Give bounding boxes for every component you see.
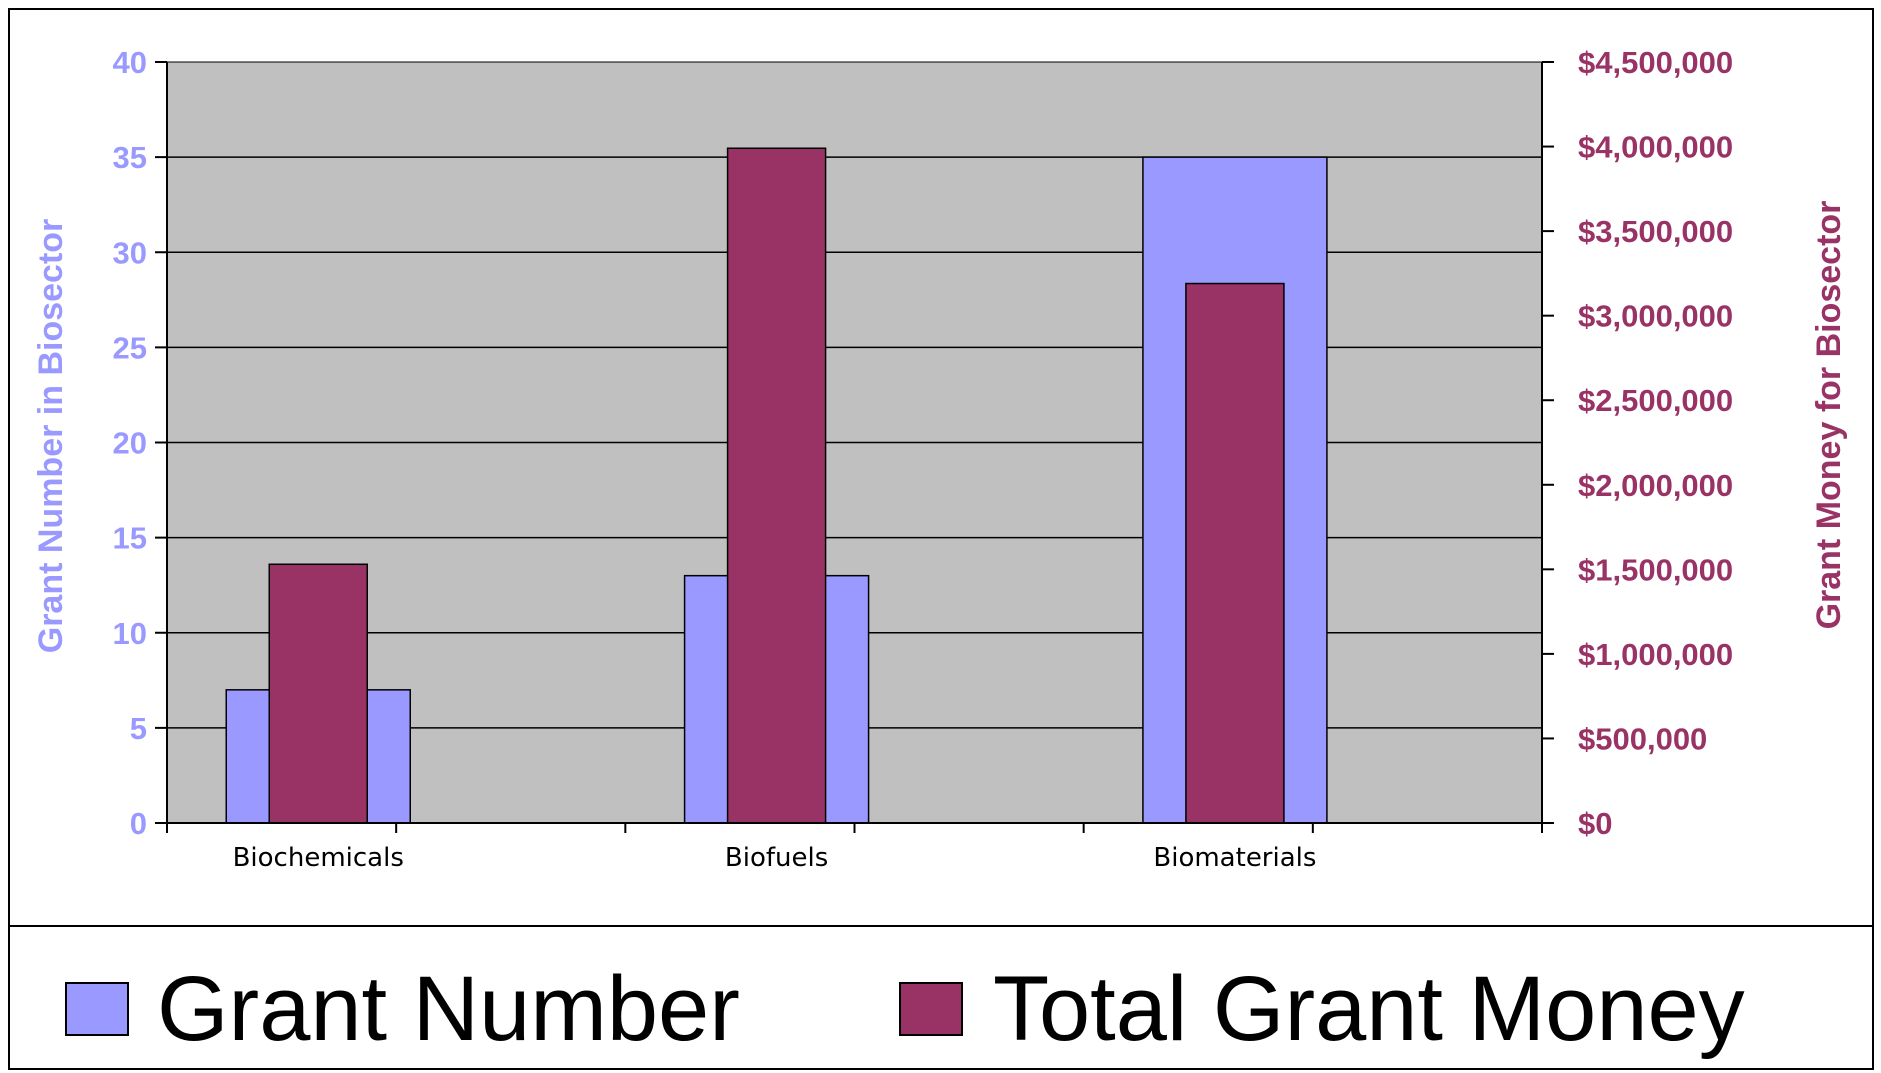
legend: Grant Number Total Grant Money xyxy=(65,958,1745,1060)
bar-total-grant-money xyxy=(726,147,827,824)
left-tick-label: 10 xyxy=(113,616,147,651)
bars xyxy=(225,147,1328,824)
right-tick-label: $3,000,000 xyxy=(1578,299,1733,334)
legend-swatch-grant-number xyxy=(65,982,129,1036)
right-tick-label: $0 xyxy=(1578,806,1612,841)
category-label: Biofuels xyxy=(725,843,828,873)
category-label: Biochemicals xyxy=(233,843,404,873)
left-tick-label: 15 xyxy=(113,521,147,556)
bar-total-grant-money xyxy=(1185,282,1285,824)
right-tick-label: $2,500,000 xyxy=(1578,383,1733,418)
bar-total-grant-money xyxy=(268,563,368,824)
right-tick-label: $1,500,000 xyxy=(1578,552,1733,587)
right-tick-label: $4,500,000 xyxy=(1578,45,1733,80)
left-tick-label: 25 xyxy=(113,330,147,365)
left-axis-title: Grant Number in Biosector xyxy=(32,219,70,654)
left-axis-ticks: 0 5 10 15 20 25 30 35 40 xyxy=(113,45,167,841)
right-tick-label: $3,500,000 xyxy=(1578,214,1733,249)
category-label: Biomaterials xyxy=(1153,843,1316,873)
left-tick-label: 35 xyxy=(113,140,147,175)
right-tick-label: $2,000,000 xyxy=(1578,468,1733,503)
left-tick-label: 40 xyxy=(113,45,147,80)
right-axis-title: Grant Money for Biosector xyxy=(1810,201,1848,630)
right-tick-label: $500,000 xyxy=(1578,721,1707,756)
right-tick-label: $4,000,000 xyxy=(1578,130,1733,165)
x-axis-ticks xyxy=(166,823,1543,833)
right-tick-label: $1,000,000 xyxy=(1578,637,1733,672)
left-tick-label: 30 xyxy=(113,235,147,270)
legend-swatch-total-grant-money xyxy=(899,982,963,1036)
left-tick-label: 5 xyxy=(130,711,147,746)
right-axis-ticks: $0 $500,000 $1,000,000 $1,500,000 $2,000,000… xyxy=(1542,45,1733,841)
left-tick-label: 0 xyxy=(130,806,147,841)
legend-label-grant-number: Grant Number xyxy=(157,958,740,1060)
legend-label-total-grant-money: Total Grant Money xyxy=(993,958,1745,1060)
category-labels: Biochemicals Biofuels Biomaterials xyxy=(233,843,1317,873)
left-tick-label: 20 xyxy=(113,426,147,461)
